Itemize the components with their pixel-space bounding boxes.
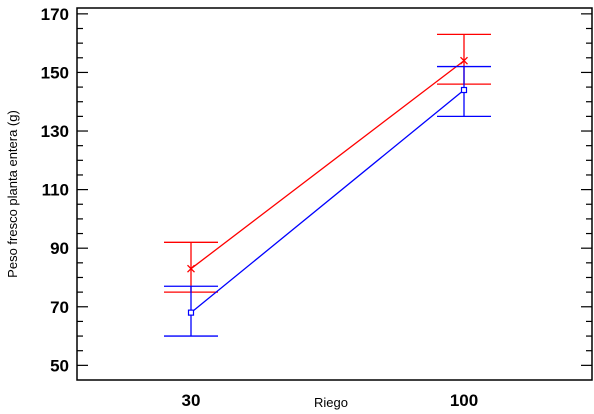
x-axis-label: Riego	[314, 395, 348, 410]
y-tick-label: 130	[41, 122, 69, 141]
y-tick-label: 150	[41, 63, 69, 82]
x-tick-label: 30	[182, 391, 201, 410]
series-group	[164, 33, 491, 337]
plot-frame	[76, 7, 593, 381]
square-marker	[460, 86, 468, 94]
x-axis: 30 100	[182, 391, 479, 410]
y-tick-label: 110	[42, 181, 69, 200]
series-line	[190, 60, 465, 270]
y-axis: 50 70 90 110 130 150 170	[41, 5, 592, 375]
y-tick-label: 90	[50, 239, 69, 258]
x-marker	[187, 264, 195, 273]
square-marker	[187, 309, 195, 316]
y-tick-label: 50	[50, 356, 69, 375]
y-axis-label: Peso fresco planta entera (g)	[5, 110, 20, 278]
x-marker	[460, 56, 468, 65]
x-tick-label: 100	[450, 391, 478, 410]
y-tick-label: 70	[50, 298, 69, 317]
series-line	[190, 89, 465, 314]
y-tick-label: 170	[41, 5, 69, 24]
